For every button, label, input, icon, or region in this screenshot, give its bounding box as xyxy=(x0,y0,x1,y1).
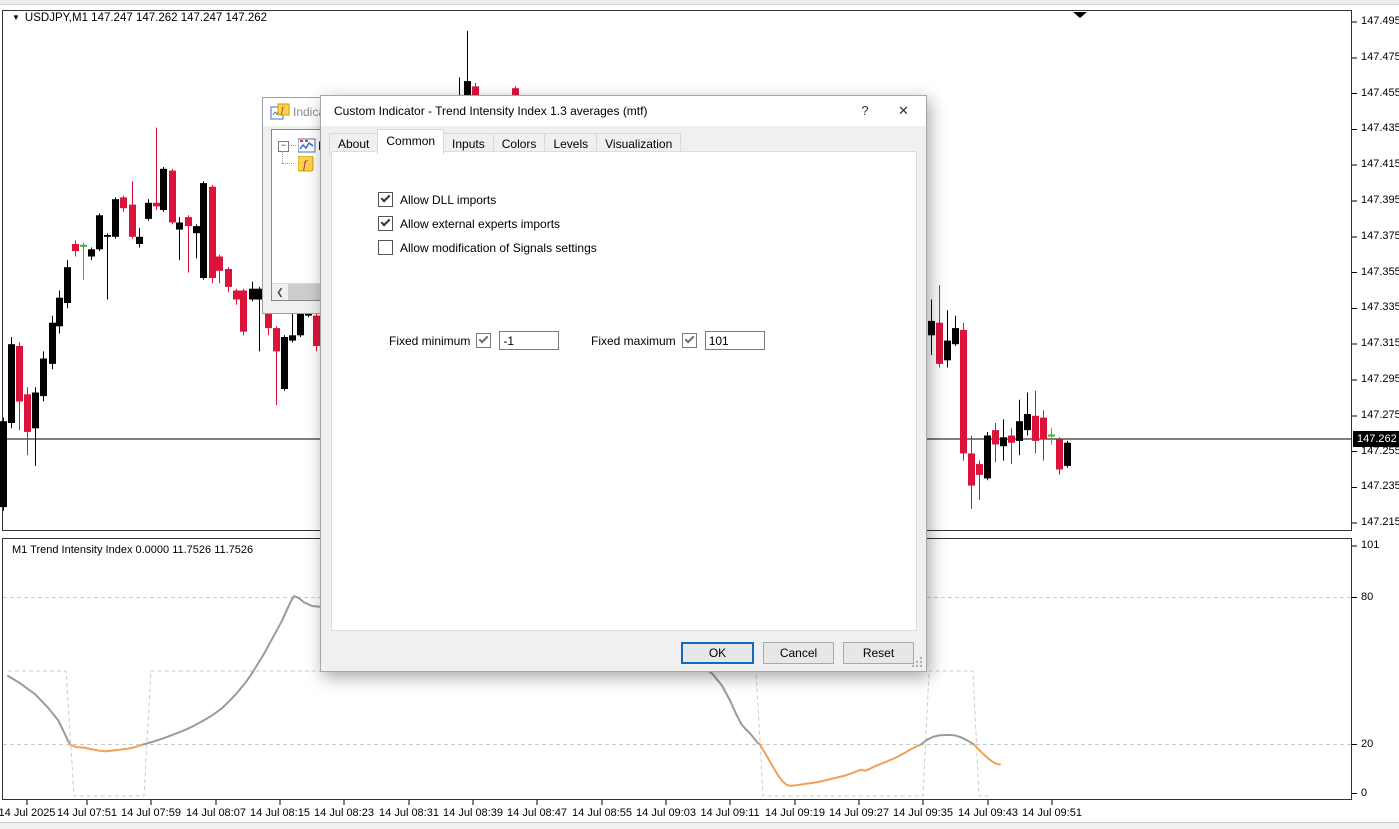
tab-visualization[interactable]: Visualization xyxy=(596,133,682,155)
tree-collapse-icon[interactable]: − xyxy=(278,141,289,152)
close-icon[interactable]: ✕ xyxy=(898,103,909,118)
fixed-maximum-label: Fixed maximum xyxy=(591,333,676,348)
window-top-edge xyxy=(0,0,1399,5)
indicators-dialog-icon: f xyxy=(270,103,290,120)
fixed-minimum-row: Fixed minimum xyxy=(389,331,560,350)
tab-common[interactable]: Common xyxy=(377,129,445,155)
svg-text:f: f xyxy=(303,157,308,171)
custom-indicator-dialog: Custom Indicator - Trend Intensity Index… xyxy=(320,95,927,672)
dialog-buttons: OK Cancel Reset xyxy=(321,642,926,664)
ok-button[interactable]: OK xyxy=(681,642,754,664)
common-tab-page xyxy=(331,151,917,631)
dialog-tabs: About Common Inputs Colors Levels Visual… xyxy=(329,129,682,155)
scroll-left-icon[interactable]: ❮ xyxy=(272,284,288,300)
fixed-maximum-checkbox[interactable] xyxy=(681,333,697,348)
fixed-minimum-checkbox[interactable] xyxy=(476,333,492,348)
allow-signals-row: Allow modification of Signals settings xyxy=(378,240,597,255)
allow-external-checkbox[interactable] xyxy=(378,216,393,231)
fixed-minimum-input[interactable] xyxy=(499,331,560,350)
help-button[interactable]: ? xyxy=(861,103,869,118)
fixed-maximum-row: Fixed maximum xyxy=(591,331,765,350)
allow-external-label: Allow external experts imports xyxy=(400,216,561,231)
tab-about[interactable]: About xyxy=(329,133,379,155)
svg-text:f: f xyxy=(281,105,285,115)
allow-dll-checkbox[interactable] xyxy=(378,192,393,207)
reset-button[interactable]: Reset xyxy=(843,642,914,664)
tree-connector xyxy=(282,151,283,163)
dialog-title: Custom Indicator - Trend Intensity Index… xyxy=(334,104,648,118)
custom-indicator-icon[interactable]: f xyxy=(298,156,314,172)
allow-dll-label: Allow DLL imports xyxy=(400,192,497,207)
allow-dll-row: Allow DLL imports xyxy=(378,192,496,207)
allow-signals-label: Allow modification of Signals settings xyxy=(400,240,597,255)
allow-signals-checkbox[interactable] xyxy=(378,240,393,255)
indicator-lines xyxy=(3,576,1351,797)
dialog-titlebar[interactable]: Custom Indicator - Trend Intensity Index… xyxy=(321,96,926,126)
fixed-minimum-label: Fixed minimum xyxy=(389,333,471,348)
resize-grip-icon[interactable] xyxy=(911,656,923,668)
fixed-maximum-input[interactable] xyxy=(704,331,765,350)
tree-connector xyxy=(288,145,296,146)
window-bottom-edge xyxy=(0,822,1399,829)
tree-connector xyxy=(282,163,294,164)
allow-external-row: Allow external experts imports xyxy=(378,216,560,231)
axis-ticks xyxy=(26,21,1357,805)
indicator-group-icon xyxy=(298,138,316,153)
cancel-button[interactable]: Cancel xyxy=(763,642,834,664)
